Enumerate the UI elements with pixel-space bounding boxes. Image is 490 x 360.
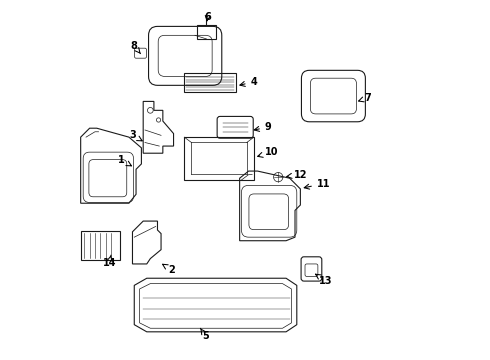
Bar (184, 73, 236, 93)
Text: 6: 6 (204, 13, 211, 22)
Text: 10: 10 (258, 147, 278, 157)
Text: 13: 13 (316, 274, 332, 286)
Bar (197, 24, 217, 39)
Text: 12: 12 (287, 170, 307, 180)
Text: 7: 7 (359, 93, 371, 103)
Text: 11: 11 (304, 179, 330, 189)
Bar (81, 231, 120, 260)
Text: 4: 4 (240, 77, 257, 87)
Text: 14: 14 (102, 255, 116, 268)
Text: 3: 3 (129, 130, 142, 141)
Text: 2: 2 (163, 264, 175, 275)
Text: 9: 9 (254, 122, 271, 132)
Text: 1: 1 (119, 156, 131, 166)
Text: 8: 8 (131, 41, 141, 54)
Text: 5: 5 (200, 328, 209, 341)
